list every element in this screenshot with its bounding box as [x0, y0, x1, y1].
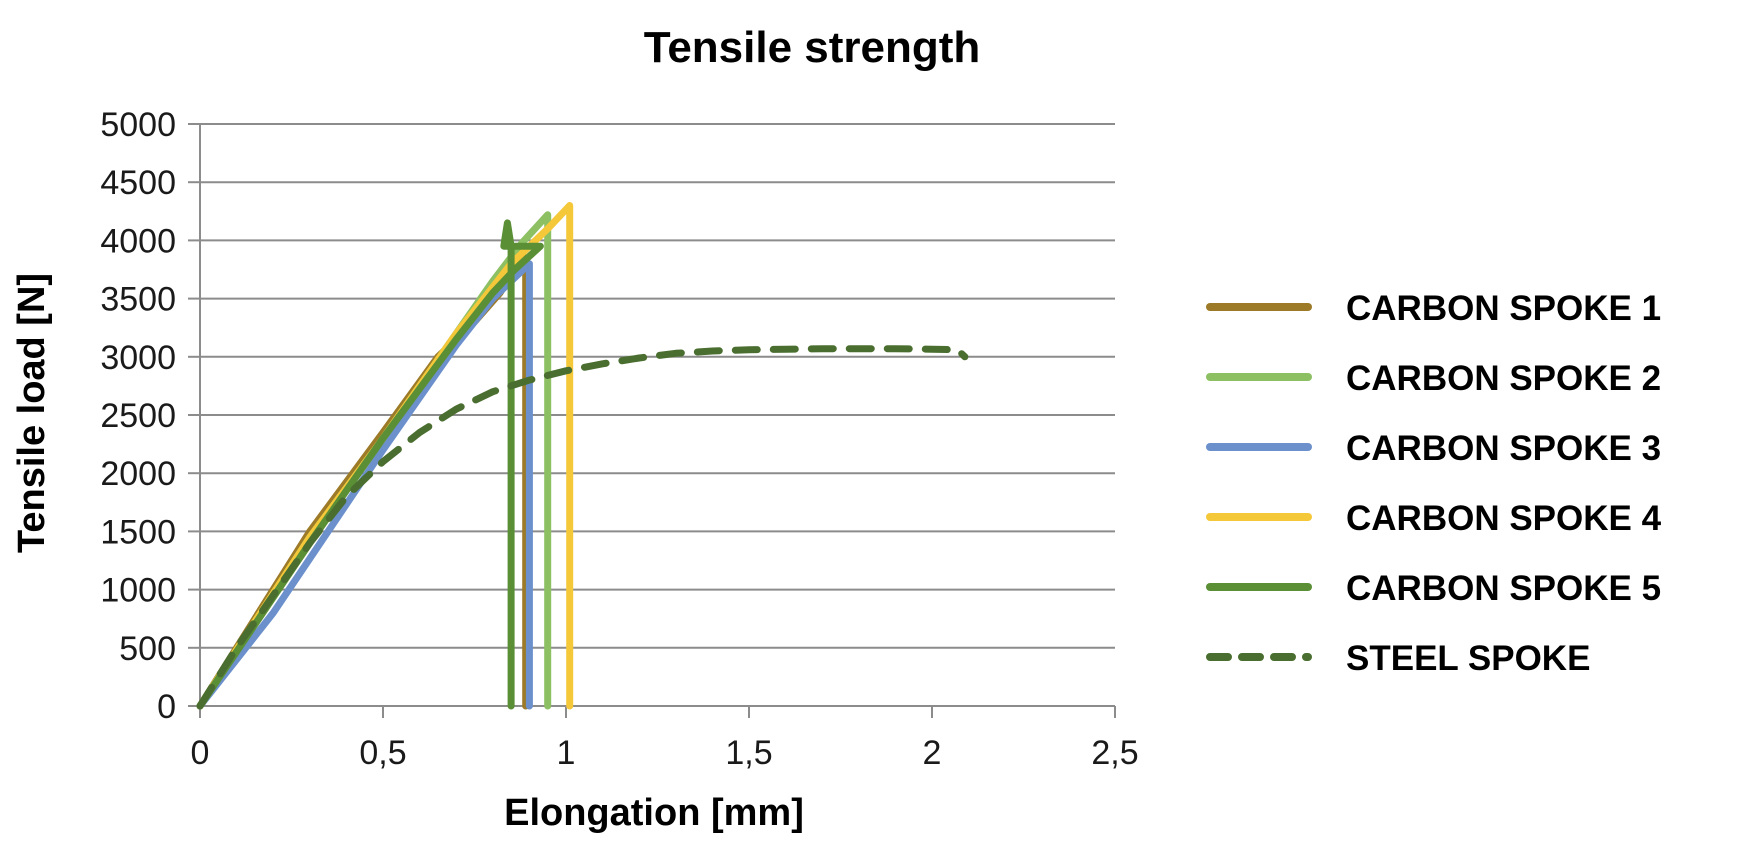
axes: 0 500 1000 1500 2000 2500 3000 3500 4000 4500 5000…	[100, 106, 1138, 772]
x-tick-label: 2,5	[1091, 734, 1138, 772]
grid-lines	[200, 123, 1115, 707]
y-tick-label: 1500	[100, 513, 176, 551]
y-tick-label: 5000	[100, 106, 176, 144]
legend-label: CARBON SPOKE 2	[1346, 359, 1661, 398]
legend-label: CARBON SPOKE 4	[1346, 499, 1662, 538]
series-lines	[196, 202, 969, 710]
y-tick-label: 4500	[100, 164, 176, 202]
chart-title: Tensile strength	[644, 23, 981, 72]
x-tick-label: 0	[191, 734, 210, 772]
y-tick-label: 0	[157, 688, 176, 726]
y-tick-label: 1000	[100, 572, 176, 610]
series-line-5	[196, 219, 544, 710]
y-tick-label: 2000	[100, 455, 176, 493]
legend-label: STEEL SPOKE	[1346, 639, 1590, 678]
x-tick-label: 2	[923, 734, 942, 772]
y-tick-label: 2500	[100, 397, 176, 435]
series-line-6	[196, 345, 969, 710]
legend-label: CARBON SPOKE 5	[1346, 569, 1661, 608]
legend: CARBON SPOKE 1 CARBON SPOKE 2 CARBON SPOKE…	[1206, 289, 1662, 678]
legend-label: CARBON SPOKE 1	[1346, 289, 1661, 328]
legend-label: CARBON SPOKE 3	[1346, 429, 1661, 468]
y-axis-label: Tensile load [N]	[11, 273, 53, 553]
x-tick-label: 0,5	[359, 734, 406, 772]
x-tick-label: 1	[557, 734, 576, 772]
y-tick-label: 500	[119, 630, 176, 668]
y-tick-label: 3000	[100, 339, 176, 377]
y-tick-label: 4000	[100, 222, 176, 260]
series-line-3	[196, 260, 533, 710]
x-axis-label: Elongation [mm]	[504, 792, 804, 834]
y-tick-label: 3500	[100, 281, 176, 319]
x-tick-label: 1,5	[725, 734, 772, 772]
